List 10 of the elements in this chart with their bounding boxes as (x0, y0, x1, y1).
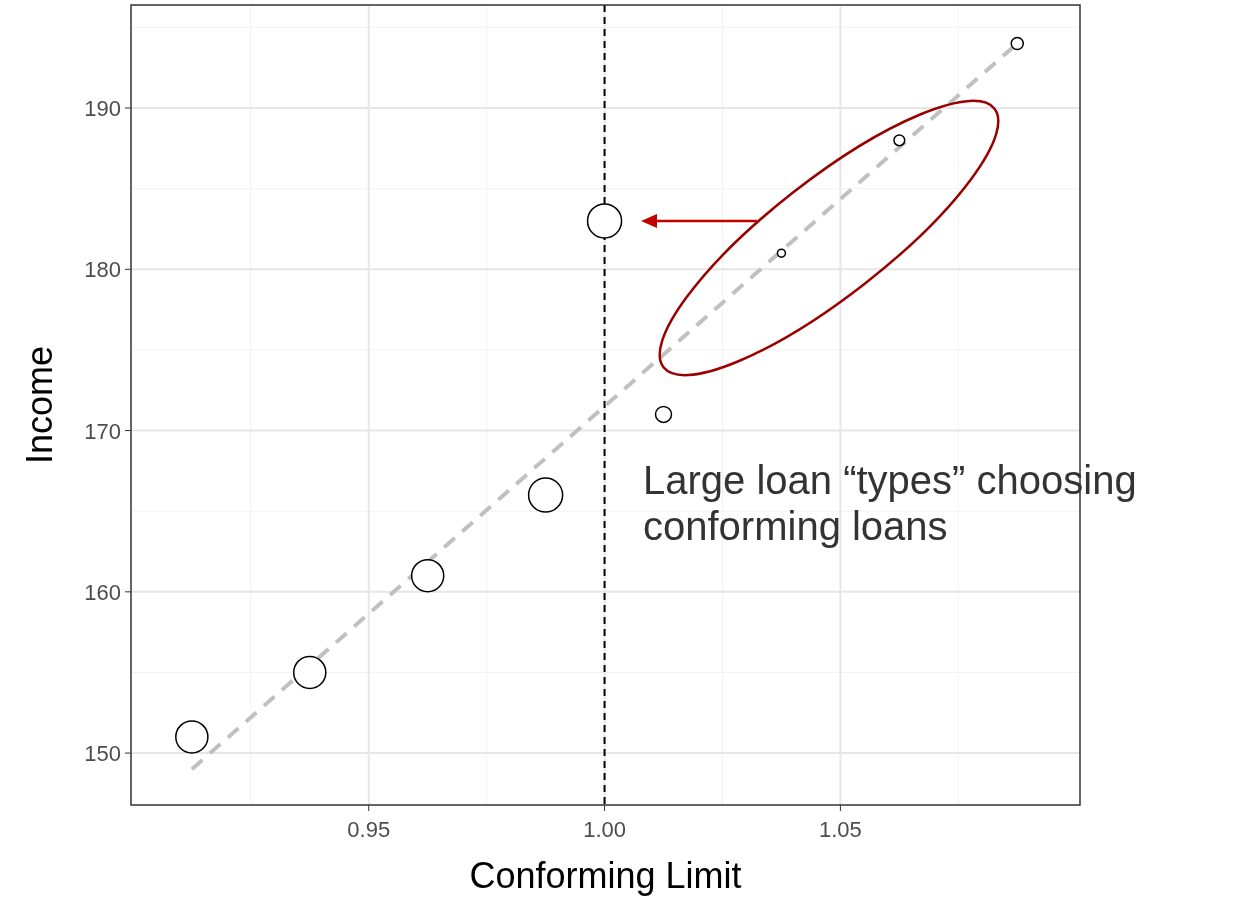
y-tick-label: 190 (84, 96, 121, 122)
x-tick-label: 0.95 (347, 817, 391, 842)
x-tick-label: 1.00 (583, 817, 626, 842)
y-axis-title: Income (19, 345, 60, 465)
y-tick-label: 160 (84, 579, 121, 605)
y-tick-label: 170 (84, 418, 121, 444)
x-axis-title: Conforming Limit (469, 855, 742, 896)
x-tick-label: 1.05 (818, 817, 862, 842)
y-tick-label: 180 (84, 257, 121, 283)
y-tick-label: 150 (84, 741, 121, 767)
